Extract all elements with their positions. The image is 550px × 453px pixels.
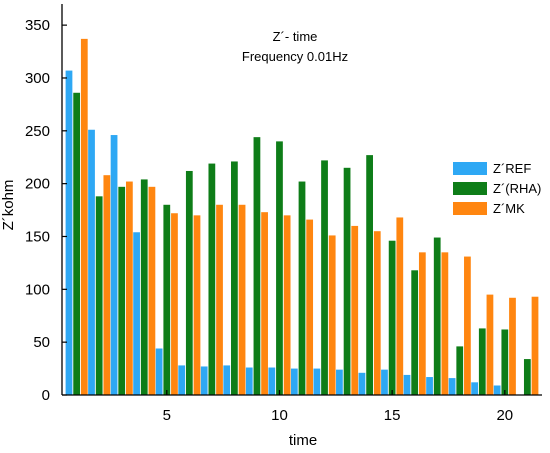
legend-swatch-ref [453, 162, 487, 175]
legend-label-rha: Z´(RHA) [493, 181, 541, 196]
bar-mk-4 [149, 187, 156, 395]
legend-swatch-rha [453, 182, 487, 195]
y-tick-label-300: 300 [25, 70, 50, 87]
bar-ref-6 [178, 365, 185, 395]
bar-mk-17 [441, 252, 448, 395]
bar-ref-17 [426, 377, 433, 395]
bar-mk-6 [194, 215, 201, 395]
bar-mk-16 [419, 252, 426, 395]
bar-ref-18 [449, 378, 456, 395]
bar-ref-9 [246, 368, 253, 395]
bar-rha-19 [479, 328, 486, 395]
annotation-frequency: Frequency 0.01Hz [242, 49, 348, 64]
bar-rha-17 [434, 238, 441, 395]
bar-ref-8 [223, 365, 230, 395]
bar-mk-12 [329, 235, 336, 395]
bar-mk-1 [81, 39, 88, 395]
bar-mk-21 [532, 297, 539, 395]
annotation-title: Z´- time [273, 29, 318, 44]
bar-mk-8 [239, 205, 246, 395]
bar-mk-18 [464, 257, 471, 395]
bar-mk-20 [509, 298, 516, 395]
y-axis-title: Z´kohm [0, 180, 17, 231]
bar-rha-15 [389, 241, 396, 395]
bar-rha-8 [231, 161, 238, 395]
legend-label-mk: Z´MK [493, 201, 525, 216]
bar-mk-11 [306, 220, 313, 395]
x-tick-label-5: 5 [163, 407, 171, 424]
y-tick-label-150: 150 [25, 228, 50, 245]
y-tick-label-100: 100 [25, 281, 50, 298]
y-tick-label-50: 50 [33, 334, 50, 351]
x-tick-label-20: 20 [496, 407, 513, 424]
bar-mk-10 [284, 215, 291, 395]
bar-rha-20 [501, 329, 508, 395]
y-tick-label-350: 350 [25, 17, 50, 34]
bar-rha-10 [276, 141, 283, 395]
bar-rha-9 [254, 137, 261, 395]
x-tick-label-15: 15 [384, 407, 401, 424]
bar-rha-4 [141, 179, 148, 395]
x-axis-title: time [289, 432, 317, 449]
y-tick-label-200: 200 [25, 176, 50, 193]
bar-mk-15 [396, 217, 403, 395]
bar-ref-16 [404, 375, 411, 395]
legend: Z´REF Z´(RHA) Z´MK [453, 161, 541, 216]
bar-ref-12 [313, 369, 320, 395]
bar-rha-11 [299, 182, 306, 395]
bar-ref-15 [381, 370, 388, 395]
bar-mk-5 [171, 213, 178, 395]
bar-rha-6 [186, 171, 193, 395]
y-tick-label-250: 250 [25, 123, 50, 140]
x-tick-label-10: 10 [271, 407, 288, 424]
bar-mk-19 [487, 295, 494, 395]
bar-rha-1 [73, 93, 80, 395]
bar-mk-3 [126, 182, 133, 395]
bar-rha-16 [411, 270, 418, 395]
bar-ref-10 [268, 368, 275, 395]
y-tick-label-0: 0 [42, 387, 50, 404]
bar-ref-13 [336, 370, 343, 395]
bar-rha-18 [456, 346, 463, 395]
bar-mk-13 [351, 226, 358, 395]
bar-mk-7 [216, 205, 223, 395]
bar-rha-7 [208, 164, 215, 395]
bar-rha-12 [321, 160, 328, 395]
bar-rha-3 [118, 187, 125, 395]
bar-mk-14 [374, 231, 381, 395]
bar-ref-20 [494, 385, 501, 395]
bar-rha-5 [163, 205, 170, 395]
bar-ref-1 [66, 71, 73, 395]
legend-item-rha: Z´(RHA) [453, 181, 541, 196]
bar-ref-7 [201, 366, 208, 395]
legend-label-ref: Z´REF [493, 161, 531, 176]
legend-item-ref: Z´REF [453, 161, 531, 176]
bar-ref-5 [156, 349, 163, 396]
bar-ref-4 [133, 232, 140, 395]
legend-swatch-mk [453, 202, 487, 215]
bar-ref-11 [291, 369, 298, 395]
bars-layer [66, 39, 539, 395]
bar-ref-3 [111, 135, 118, 395]
bar-mk-9 [261, 212, 268, 395]
legend-item-mk: Z´MK [453, 201, 525, 216]
bar-rha-14 [366, 155, 373, 395]
bar-rha-21 [524, 359, 531, 395]
bar-ref-14 [359, 373, 366, 395]
bar-mk-2 [103, 175, 110, 395]
bar-ref-2 [88, 130, 95, 395]
bar-ref-19 [471, 382, 478, 395]
bar-rha-13 [344, 168, 351, 395]
bar-rha-2 [96, 196, 103, 395]
